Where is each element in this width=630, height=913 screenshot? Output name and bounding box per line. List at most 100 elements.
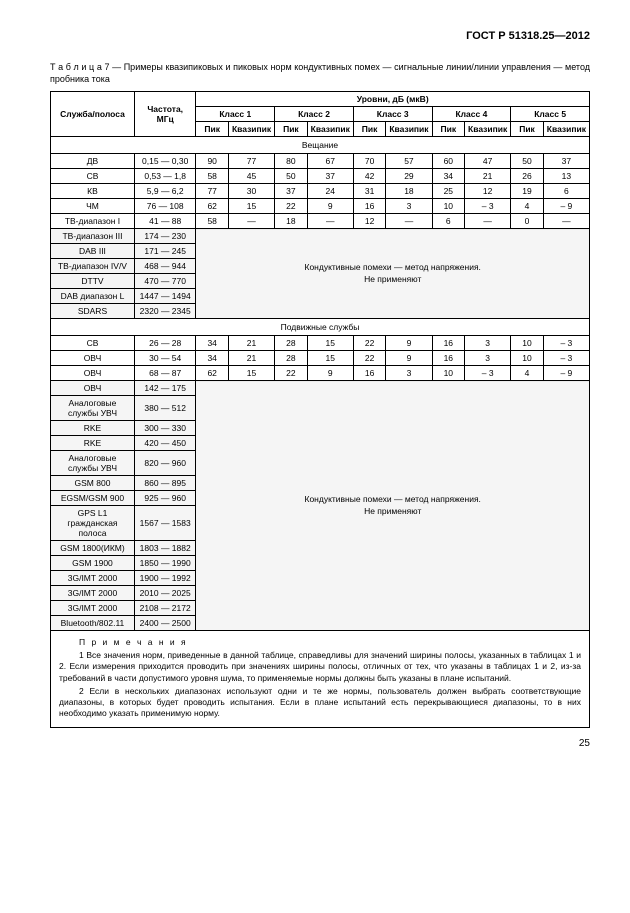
cell-value: 58 xyxy=(196,214,229,229)
cell-freq: 1850 — 1990 xyxy=(134,556,195,571)
cell-value: — xyxy=(465,214,511,229)
cell-value: 28 xyxy=(275,351,308,366)
notes-block: П р и м е ч а н и я 1 Все значения норм,… xyxy=(50,631,590,727)
table-row: ДВ0,15 — 0,3090778067705760475037 xyxy=(51,154,590,169)
cell-value: – 3 xyxy=(543,336,589,351)
cell-freq: 26 — 28 xyxy=(134,336,195,351)
table-row: ОВЧ30 — 543421281522916310– 3 xyxy=(51,351,590,366)
cell-service: ТВ-диапазон IV/V xyxy=(51,259,135,274)
cell-value: 77 xyxy=(196,184,229,199)
cell-value: 9 xyxy=(307,199,353,214)
cell-service: СВ xyxy=(51,336,135,351)
cell-value: – 3 xyxy=(465,366,511,381)
cell-service: ЧМ xyxy=(51,199,135,214)
table-row: КВ5,9 — 6,27730372431182512196 xyxy=(51,184,590,199)
cell-service: КВ xyxy=(51,184,135,199)
notes-title: П р и м е ч а н и я xyxy=(79,637,581,648)
cell-freq: 171 — 245 xyxy=(134,244,195,259)
cell-value: 21 xyxy=(228,351,274,366)
cell-value: 37 xyxy=(543,154,589,169)
cell-freq: 420 — 450 xyxy=(134,436,195,451)
col-class-4: Класс 4 xyxy=(432,107,511,122)
cell-freq: 820 — 960 xyxy=(134,451,195,476)
cell-service: DTTV xyxy=(51,274,135,289)
cell-value: 3 xyxy=(386,366,432,381)
cell-freq: 68 — 87 xyxy=(134,366,195,381)
col-quasi: Квазипик xyxy=(307,122,353,137)
cell-freq: 860 — 895 xyxy=(134,476,195,491)
cell-service: СВ xyxy=(51,169,135,184)
cell-value: 22 xyxy=(275,366,308,381)
cell-freq: 2108 — 2172 xyxy=(134,601,195,616)
cell-value: 18 xyxy=(275,214,308,229)
col-peak: Пик xyxy=(275,122,308,137)
cell-value: 9 xyxy=(386,336,432,351)
cell-value: 90 xyxy=(196,154,229,169)
not-applicable-cell: Кондуктивные помехи — метод напряжения.Н… xyxy=(196,229,590,319)
cell-service: Bluetooth/802.11 xyxy=(51,616,135,631)
cell-value: 58 xyxy=(196,169,229,184)
cell-value: 9 xyxy=(307,366,353,381)
cell-value: 26 xyxy=(511,169,544,184)
cell-value: — xyxy=(307,214,353,229)
cell-value: 62 xyxy=(196,199,229,214)
cell-value: 62 xyxy=(196,366,229,381)
cell-service: ОВЧ xyxy=(51,351,135,366)
cell-value: 12 xyxy=(353,214,386,229)
cell-value: 15 xyxy=(307,336,353,351)
cell-value: 9 xyxy=(386,351,432,366)
section-header: Подвижные службы xyxy=(51,319,590,336)
cell-service: DAB III xyxy=(51,244,135,259)
col-quasi: Квазипик xyxy=(465,122,511,137)
cell-value: 10 xyxy=(511,336,544,351)
cell-value: 3 xyxy=(386,199,432,214)
col-quasi: Квазипик xyxy=(228,122,274,137)
cell-freq: 300 — 330 xyxy=(134,421,195,436)
col-peak: Пик xyxy=(511,122,544,137)
cell-value: 15 xyxy=(228,366,274,381)
col-service: Служба/полоса xyxy=(51,92,135,137)
col-levels: Уровни, дБ (мкВ) xyxy=(196,92,590,107)
cell-value: 34 xyxy=(196,336,229,351)
cell-service: Аналоговые службы УВЧ xyxy=(51,396,135,421)
not-applicable-cell: Кондуктивные помехи — метод напряжения.Н… xyxy=(196,381,590,631)
cell-service: Аналоговые службы УВЧ xyxy=(51,451,135,476)
cell-value: 13 xyxy=(543,169,589,184)
limits-table: Служба/полоса Частота, МГц Уровни, дБ (м… xyxy=(50,91,590,631)
cell-freq: 2320 — 2345 xyxy=(134,304,195,319)
cell-service: DAB диапазон L xyxy=(51,289,135,304)
cell-value: 70 xyxy=(353,154,386,169)
cell-value: 18 xyxy=(386,184,432,199)
cell-value: 30 xyxy=(228,184,274,199)
cell-value: 4 xyxy=(511,366,544,381)
cell-value: 3 xyxy=(465,351,511,366)
cell-freq: 174 — 230 xyxy=(134,229,195,244)
cell-service: GPS L1 гражданская полоса xyxy=(51,506,135,541)
table-body: ВещаниеДВ0,15 — 0,3090778067705760475037… xyxy=(51,137,590,631)
cell-freq: 925 — 960 xyxy=(134,491,195,506)
col-class-1: Класс 1 xyxy=(196,107,275,122)
cell-freq: 468 — 944 xyxy=(134,259,195,274)
col-quasi: Квазипик xyxy=(543,122,589,137)
cell-service: ДВ xyxy=(51,154,135,169)
cell-service: ТВ-диапазон I xyxy=(51,214,135,229)
cell-value: 50 xyxy=(511,154,544,169)
table-caption: Т а б л и ц а 7 — Примеры квазипиковых и… xyxy=(50,62,590,85)
cell-value: 60 xyxy=(432,154,465,169)
cell-value: 16 xyxy=(353,366,386,381)
cell-value: 25 xyxy=(432,184,465,199)
cell-freq: 142 — 175 xyxy=(134,381,195,396)
cell-freq: 1567 — 1583 xyxy=(134,506,195,541)
col-peak: Пик xyxy=(432,122,465,137)
table-label: Т а б л и ц а 7 xyxy=(50,62,109,72)
cell-service: RKE xyxy=(51,421,135,436)
col-peak: Пик xyxy=(353,122,386,137)
table-row: ОВЧ68 — 87621522916310– 34– 9 xyxy=(51,366,590,381)
note-1: 1 Все значения норм, приведенные в данно… xyxy=(59,650,581,683)
cell-value: – 3 xyxy=(465,199,511,214)
cell-value: 6 xyxy=(543,184,589,199)
cell-service: EGSM/GSM 900 xyxy=(51,491,135,506)
cell-value: 29 xyxy=(386,169,432,184)
cell-value: 50 xyxy=(275,169,308,184)
table-row: СВ0,53 — 1,858455037422934212613 xyxy=(51,169,590,184)
